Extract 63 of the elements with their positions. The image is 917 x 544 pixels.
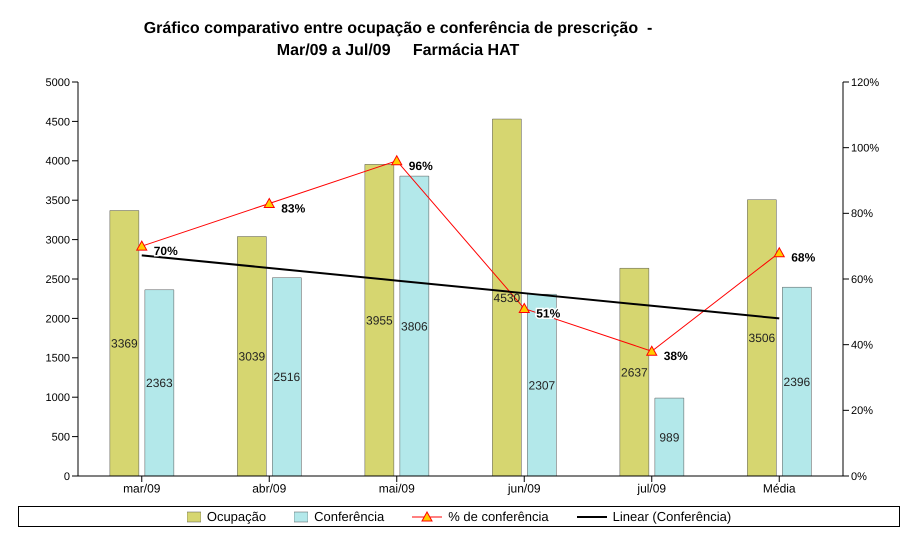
legend-label: Ocupação	[206, 509, 266, 524]
bar	[237, 236, 267, 476]
data-label: 96%	[408, 158, 434, 173]
point	[518, 303, 530, 314]
x-tick-label: mar/09	[123, 482, 161, 496]
y2-tick-label: 80%	[851, 208, 874, 220]
y-tick-label: 3000	[46, 234, 70, 247]
y-tick-label: 4500	[46, 116, 70, 128]
data-label: 51%	[536, 306, 561, 321]
legend-label: % de conferência	[447, 509, 549, 524]
data-label: 83%	[281, 201, 306, 216]
data-label: 38%	[664, 349, 688, 364]
y2-tick-label: 40%	[851, 340, 874, 352]
bar	[654, 398, 684, 476]
x-tick-label: jun/09	[506, 482, 541, 496]
data-label: 989	[659, 430, 680, 444]
point	[136, 240, 148, 251]
bar	[620, 268, 650, 476]
y2-tick-label: 0%	[851, 470, 868, 483]
y2-tick-label: 120%	[851, 76, 880, 89]
data-label: 3369	[111, 336, 138, 351]
x-tick-label: abr/09	[252, 482, 287, 496]
bar	[747, 199, 777, 476]
y-tick-label: 2000	[46, 313, 70, 326]
chart-title: Gráfico comparativo entre ocupação e conferência de prescrição - Mar/09 a Jul/09 Farmácia HAT	[142, 19, 654, 61]
data-label: 3506	[748, 331, 776, 346]
y-tick-label: 1500	[46, 352, 70, 365]
bar	[492, 118, 522, 476]
y-tick-label: 4000	[46, 156, 70, 168]
data-label: 2396	[784, 374, 811, 389]
point	[646, 346, 658, 356]
data-label: 2363	[146, 376, 174, 390]
y-tick-label: 0	[64, 470, 70, 483]
point	[264, 198, 275, 208]
data-label: 2307	[528, 378, 556, 392]
bar	[110, 210, 140, 476]
data-label: 3955	[366, 313, 394, 328]
data-label: 2516	[274, 370, 301, 384]
data-label: 3039	[238, 350, 266, 364]
y-tick-label: 500	[52, 432, 70, 444]
bar	[364, 164, 394, 476]
y2-tick-label: 20%	[851, 405, 874, 418]
x-tick-label: Média	[762, 482, 796, 496]
x-tick-label: jul/09	[636, 482, 666, 496]
data-label: 3806	[401, 319, 428, 334]
y-tick-label: 1000	[46, 392, 70, 404]
x-tick-label: mai/09	[378, 482, 416, 496]
y-tick-label: 3500	[46, 195, 70, 208]
bar	[400, 176, 430, 476]
data-label: 2637	[621, 365, 648, 380]
legend-label: Linear (Conferência)	[612, 509, 732, 524]
bar	[144, 290, 174, 476]
y2-tick-label: 100%	[851, 142, 880, 155]
legend-label: Conferência	[313, 509, 384, 524]
bar	[272, 277, 302, 476]
data-label: 70%	[154, 244, 178, 258]
y-tick-label: 2500	[46, 274, 70, 286]
y2-tick-label: 60%	[851, 274, 874, 286]
bar	[782, 286, 812, 476]
point	[774, 247, 785, 258]
data-label: 68%	[791, 250, 816, 265]
y-tick-label: 5000	[46, 76, 70, 89]
point	[391, 155, 402, 166]
